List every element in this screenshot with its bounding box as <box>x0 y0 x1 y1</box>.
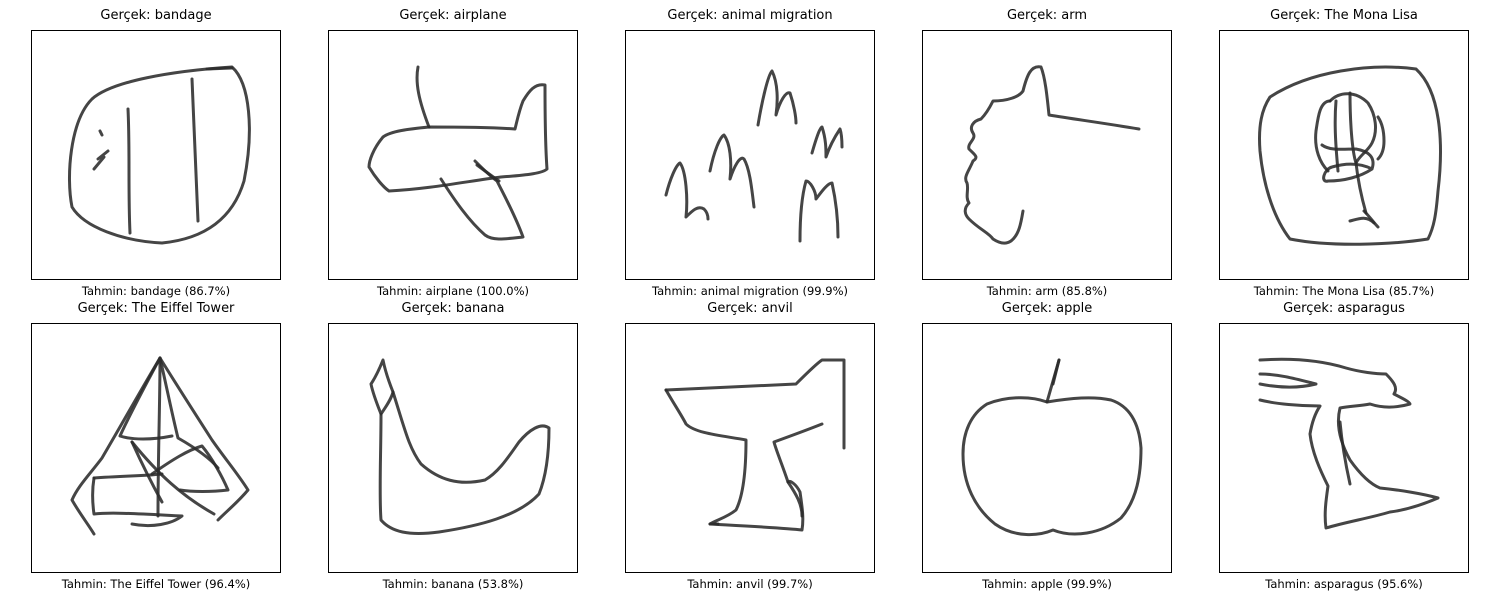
panel-title: Gerçek: asparagus <box>1283 301 1405 316</box>
panel-title: Gerçek: banana <box>401 301 505 316</box>
panel-title: Gerçek: anvil <box>707 301 793 316</box>
panel-caption: Tahmin: apple (99.9%) <box>982 577 1112 591</box>
animal-migration-sketch <box>664 69 844 243</box>
sketch-frame <box>31 323 281 573</box>
panel-caption: Tahmin: The Mona Lisa (85.7%) <box>1253 284 1435 298</box>
panel-eiffel-tower: Gerçek: The Eiffel Tower Tahmin: The Eif… <box>31 300 281 591</box>
mona-lisa-sketch <box>1258 65 1442 246</box>
panel-arm: Gerçek: arm Tahmin: arm (85.8%) <box>922 7 1172 298</box>
panel-animal-migration: Gerçek: animal migration Tahmin: animal … <box>625 7 875 298</box>
panel-title: Gerçek: The Eiffel Tower <box>77 301 235 316</box>
asparagus-sketch <box>1258 357 1440 530</box>
panel-title: Gerçek: The Mona Lisa <box>1270 8 1418 23</box>
panel-title: Gerçek: apple <box>1001 301 1093 316</box>
panel-bandage: Gerçek: bandage Tahmin: bandage (86.7%) <box>31 7 281 298</box>
airplane-sketch <box>367 65 549 241</box>
arm-sketch <box>963 65 1141 245</box>
panel-title: Gerçek: bandage <box>100 8 212 23</box>
panel-caption: Tahmin: airplane (100.0%) <box>376 284 530 298</box>
anvil-sketch <box>664 358 846 532</box>
panel-caption: Tahmin: arm (85.8%) <box>986 284 1108 298</box>
sketch-frame <box>625 323 875 573</box>
panel-caption: Tahmin: anvil (99.7%) <box>687 577 813 591</box>
panel-apple: Gerçek: apple Tahmin: apple (99.9%) <box>922 300 1172 591</box>
apple-sketch <box>961 358 1143 536</box>
banana-sketch <box>369 358 551 535</box>
sketch-frame <box>328 30 578 280</box>
panel-caption: Tahmin: The Eiffel Tower (96.4%) <box>61 577 251 591</box>
panel-airplane: Gerçek: airplane Tahmin: airplane (100.0… <box>328 7 578 298</box>
sketch-frame <box>31 30 281 280</box>
panel-title: Gerçek: arm <box>1006 8 1088 23</box>
sketch-frame <box>922 30 1172 280</box>
panel-caption: Tahmin: bandage (86.7%) <box>81 284 231 298</box>
panel-caption: Tahmin: banana (53.8%) <box>382 577 524 591</box>
bandage-sketch <box>67 65 251 245</box>
panel-asparagus: Gerçek: asparagus Tahmin: asparagus (95.… <box>1219 300 1469 591</box>
panel-anvil: Gerçek: anvil Tahmin: anvil (99.7%) <box>625 300 875 591</box>
sketch-frame <box>328 323 578 573</box>
sketch-frame <box>1219 323 1469 573</box>
panel-title: Gerçek: animal migration <box>667 8 833 23</box>
sketch-frame <box>1219 30 1469 280</box>
sketch-frame <box>922 323 1172 573</box>
panel-caption: Tahmin: asparagus (95.6%) <box>1265 577 1423 591</box>
panel-title: Gerçek: airplane <box>399 8 507 23</box>
panel-banana: Gerçek: banana Tahmin: banana (53.8%) <box>328 300 578 591</box>
sketch-frame <box>625 30 875 280</box>
panel-caption: Tahmin: animal migration (99.9%) <box>652 284 848 298</box>
eiffel-tower-sketch <box>70 356 250 536</box>
panel-mona-lisa: Gerçek: The Mona Lisa Tahmin: The Mona L… <box>1219 7 1469 298</box>
